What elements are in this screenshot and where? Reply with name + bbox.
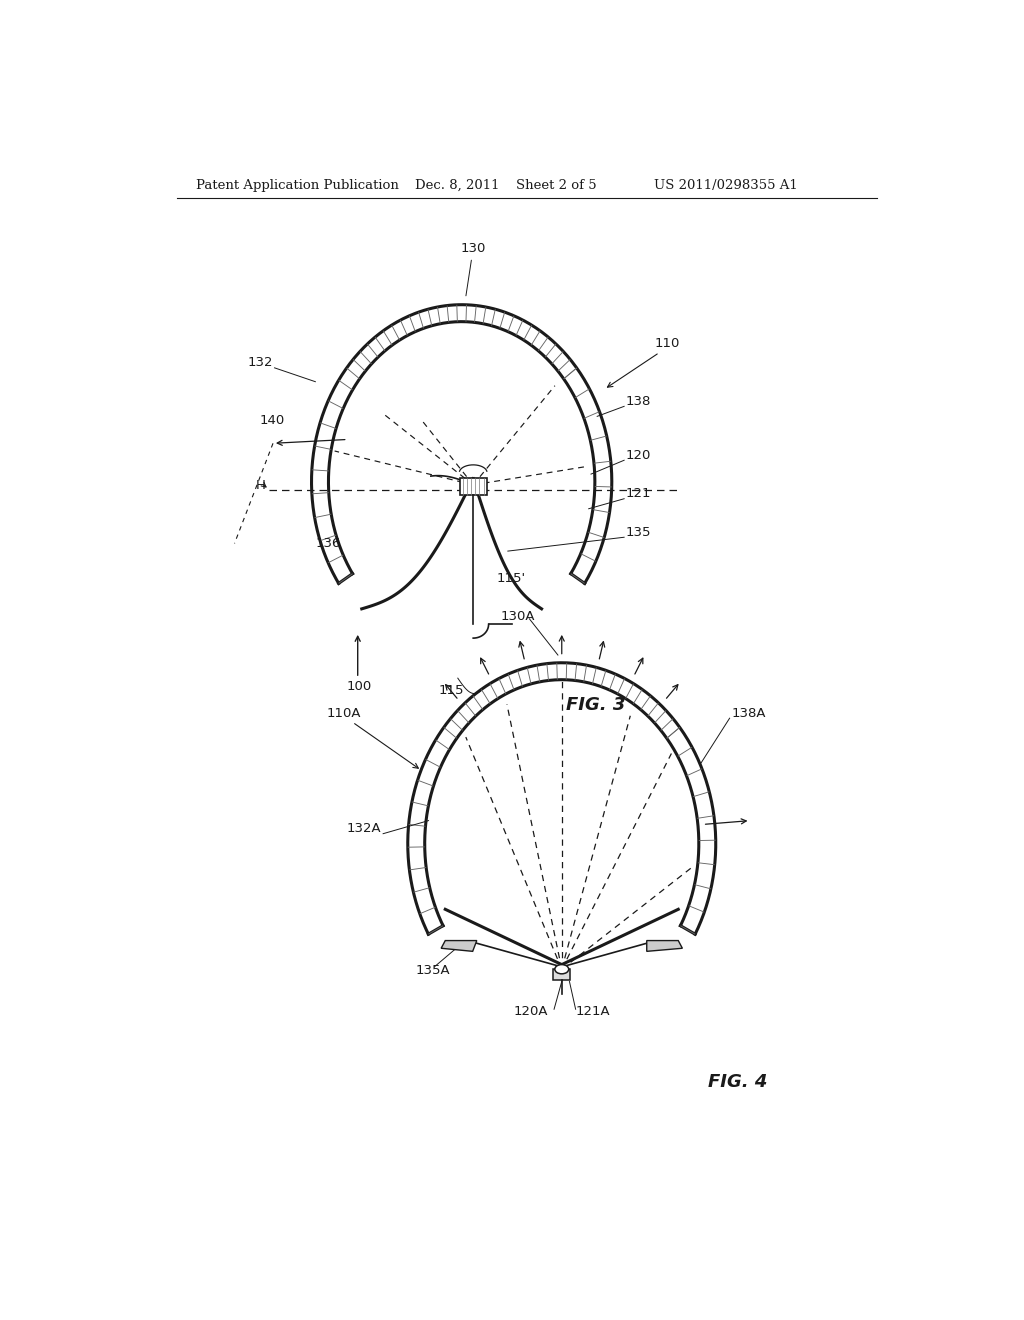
Text: 130A: 130A bbox=[500, 610, 535, 623]
Text: 138: 138 bbox=[626, 395, 651, 408]
Text: 136: 136 bbox=[315, 537, 341, 550]
Text: 135: 135 bbox=[626, 525, 651, 539]
Text: 120A: 120A bbox=[514, 1005, 548, 1018]
Polygon shape bbox=[441, 941, 477, 952]
Text: H: H bbox=[256, 479, 266, 492]
Text: 121A: 121A bbox=[575, 1005, 610, 1018]
Text: 121: 121 bbox=[626, 487, 651, 500]
Text: FIG. 3: FIG. 3 bbox=[565, 696, 625, 714]
Text: 132A: 132A bbox=[346, 822, 381, 836]
Text: 110: 110 bbox=[654, 337, 680, 350]
Text: 115': 115' bbox=[497, 572, 525, 585]
Text: Patent Application Publication: Patent Application Publication bbox=[196, 178, 399, 191]
Text: US 2011/0298355 A1: US 2011/0298355 A1 bbox=[654, 178, 798, 191]
Text: 135A: 135A bbox=[416, 964, 451, 977]
Text: 140: 140 bbox=[259, 414, 285, 428]
Ellipse shape bbox=[555, 965, 568, 974]
Text: 100: 100 bbox=[346, 680, 372, 693]
Polygon shape bbox=[647, 941, 682, 952]
Text: 138A: 138A bbox=[731, 706, 766, 719]
Bar bbox=[460, 478, 486, 495]
Text: FIG. 4: FIG. 4 bbox=[708, 1073, 767, 1092]
Text: 130: 130 bbox=[461, 242, 486, 296]
Text: Sheet 2 of 5: Sheet 2 of 5 bbox=[515, 178, 596, 191]
Text: Dec. 8, 2011: Dec. 8, 2011 bbox=[416, 178, 500, 191]
Text: 115: 115 bbox=[438, 684, 464, 697]
Bar bbox=[553, 969, 570, 979]
Text: 132: 132 bbox=[248, 356, 273, 370]
Text: 110A: 110A bbox=[327, 706, 361, 719]
Text: 120: 120 bbox=[626, 449, 651, 462]
